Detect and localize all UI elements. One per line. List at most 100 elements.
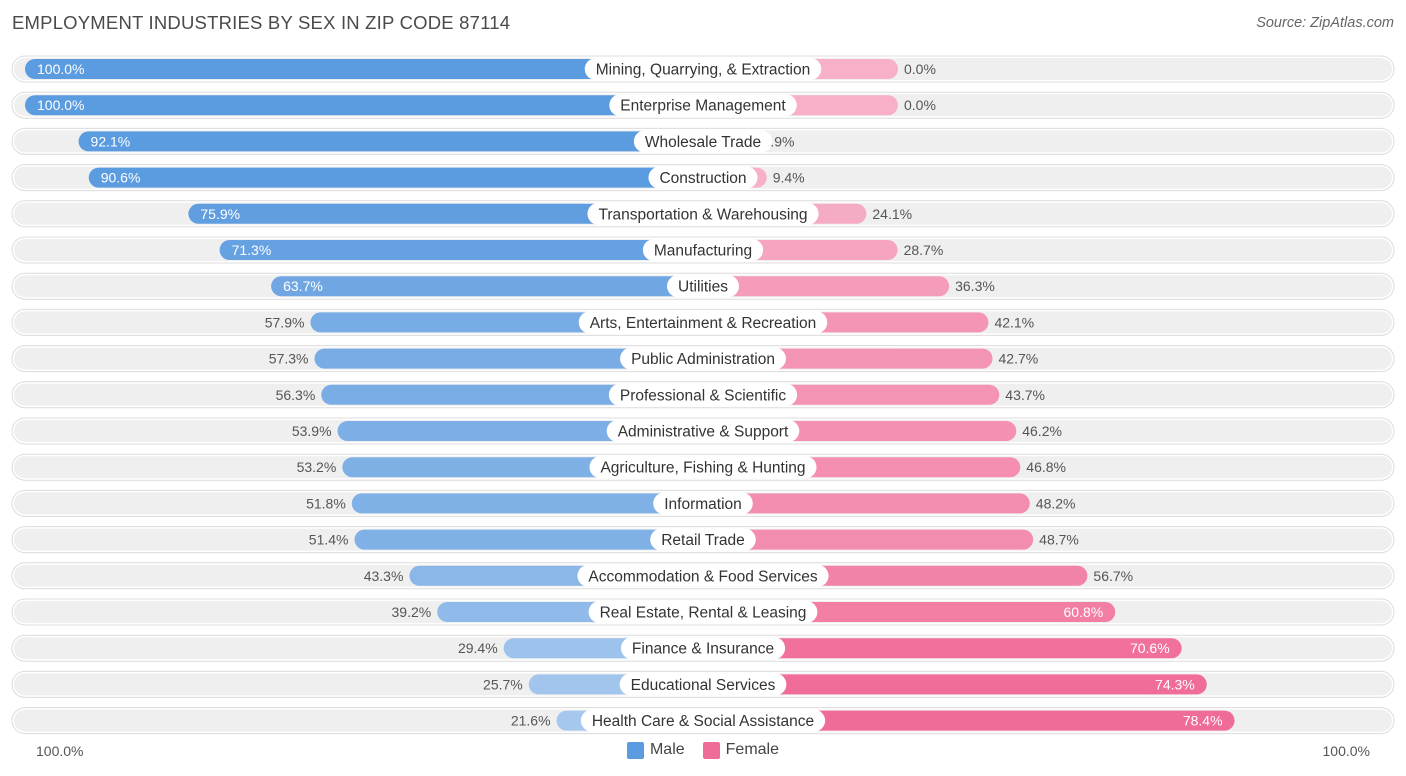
category-label: Wholesale Trade (645, 134, 761, 151)
bar-female (703, 638, 1182, 659)
value-label-male: 57.9% (265, 314, 305, 330)
category-label: Professional & Scientific (620, 387, 787, 404)
value-label-male: 51.4% (309, 532, 349, 548)
category-label-pill (577, 564, 829, 587)
category-label-pill (584, 58, 822, 80)
category-label-pill (642, 239, 764, 261)
category-label: Mining, Quarrying, & Extraction (596, 62, 811, 79)
category-label-pill (653, 492, 753, 515)
category-label-pill (578, 311, 828, 334)
value-label-male: 75.9% (200, 206, 240, 222)
value-label-male: 39.2% (392, 604, 432, 620)
category-label: Administrative & Support (618, 424, 789, 441)
value-label-female: 9.4% (773, 170, 805, 186)
category-label-pill (587, 202, 819, 225)
category-label-pill (589, 456, 817, 479)
value-label-male: 63.7% (283, 278, 323, 294)
category-label-pill (588, 601, 818, 623)
value-label-female: 0.0% (904, 61, 936, 77)
bar-female (703, 710, 1235, 731)
bar-male (219, 240, 703, 260)
value-label-male: 29.4% (458, 640, 498, 656)
value-label-female: 24.1% (872, 206, 912, 222)
category-label: Manufacturing (654, 243, 752, 260)
bar-male (188, 203, 703, 224)
category-label-pill (606, 420, 800, 442)
legend: Male Female (0, 741, 1406, 759)
bar-female (703, 529, 1034, 550)
category-label-pill (633, 130, 773, 153)
bar-female (703, 674, 1207, 695)
value-label-female: 43.7% (1005, 387, 1045, 403)
category-label: Information (664, 496, 742, 513)
value-label-male: 92.1% (91, 133, 131, 149)
legend-swatch-male (626, 741, 644, 759)
value-label-male: 53.2% (297, 459, 337, 475)
value-label-female: 36.3% (955, 278, 995, 294)
value-label-female: 0.0% (904, 97, 936, 113)
category-label-pill (667, 275, 739, 298)
value-label-male: 43.3% (364, 568, 404, 584)
value-label-female: 28.7% (904, 242, 944, 258)
legend-item-male[interactable]: Male (626, 741, 685, 759)
value-label-female: 74.3% (1155, 676, 1195, 692)
value-label-female: 42.7% (999, 351, 1039, 367)
bar-male (25, 95, 703, 116)
value-label-male: 53.9% (292, 423, 332, 439)
category-label: Health Care & Social Assistance (592, 713, 814, 730)
category-label: Retail Trade (661, 532, 745, 549)
value-label-female: 78.4% (1183, 713, 1223, 729)
bar-male (314, 348, 703, 369)
legend-label-male: Male (649, 741, 685, 758)
bar-male (78, 131, 703, 152)
value-label-male: 100.0% (37, 97, 84, 113)
source-credit: Source: ZipAtlas.com (1256, 15, 1394, 31)
bar-male (354, 529, 703, 550)
bar-male (25, 59, 703, 79)
category-label: Finance & Insurance (632, 641, 774, 658)
category-label-pill (620, 347, 786, 370)
bar-male (321, 384, 703, 405)
value-label-female: 60.8% (1064, 604, 1104, 620)
category-label: Enterprise Management (620, 98, 786, 115)
legend-item-female[interactable]: Female (702, 741, 780, 759)
value-label-male: 56.3% (276, 387, 316, 403)
category-label-pill (620, 637, 786, 660)
category-label: Agriculture, Fishing & Hunting (600, 460, 805, 477)
value-label-male: 21.6% (511, 713, 551, 729)
category-label-pill (609, 94, 797, 117)
value-label-female: 46.8% (1026, 459, 1066, 475)
value-label-male: 71.3% (232, 242, 272, 258)
value-label-female: 46.2% (1022, 423, 1062, 439)
value-label-male: 100.0% (37, 61, 84, 77)
category-label: Real Estate, Rental & Leasing (600, 605, 807, 622)
value-label-male: 90.6% (101, 170, 141, 186)
value-label-female: 48.7% (1039, 532, 1079, 548)
category-label-pill (608, 383, 798, 406)
legend-swatch-female (702, 741, 720, 759)
value-label-female: 48.2% (1036, 495, 1076, 511)
category-label: Arts, Entertainment & Recreation (590, 315, 817, 332)
bar-female (703, 276, 950, 297)
category-label: Public Administration (631, 351, 775, 368)
category-label: Accommodation & Food Services (588, 568, 817, 585)
value-label-male: 25.7% (483, 676, 523, 692)
axis-right-label: 100.0% (1322, 743, 1370, 759)
category-label-pill (580, 709, 826, 732)
legend-label-female: Female (725, 741, 780, 758)
value-label-male: 51.8% (306, 495, 346, 511)
bar-male (351, 493, 703, 514)
value-label-female: 70.6% (1130, 640, 1170, 656)
bar-male (88, 167, 704, 188)
bar-male (271, 276, 703, 297)
category-label-pill (619, 673, 787, 696)
category-label-pill (648, 166, 758, 189)
category-label: Construction (659, 170, 746, 187)
axis-left-label: 100.0% (36, 743, 84, 759)
category-label: Educational Services (631, 677, 776, 694)
value-label-male: 57.3% (269, 351, 309, 367)
category-label: Utilities (678, 279, 728, 296)
value-label-female: 42.1% (994, 314, 1034, 330)
chart-title: EMPLOYMENT INDUSTRIES BY SEX IN ZIP CODE… (12, 12, 511, 33)
